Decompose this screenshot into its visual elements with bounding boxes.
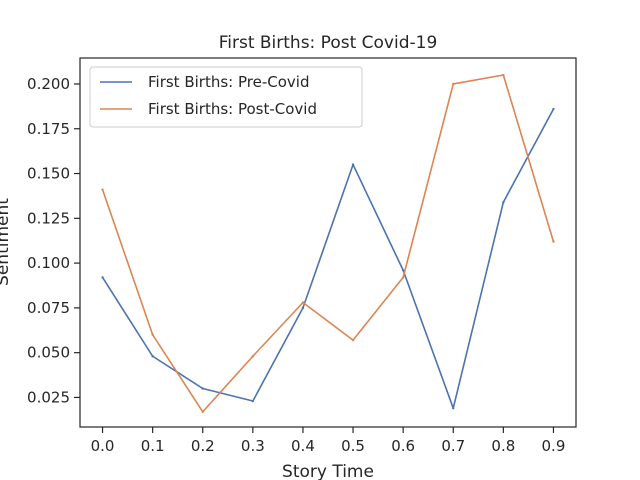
x-tick-label: 0.9 bbox=[542, 437, 566, 455]
x-tick-label: 0.7 bbox=[441, 437, 465, 455]
series-2-point bbox=[351, 338, 355, 342]
x-tick-label: 0.3 bbox=[241, 437, 265, 455]
x-tick-label: 0.2 bbox=[191, 437, 215, 455]
series-1-point bbox=[301, 306, 305, 310]
y-tick-label: 0.150 bbox=[27, 165, 70, 183]
x-tick-label: 0.8 bbox=[491, 437, 515, 455]
series-2-point bbox=[301, 301, 305, 304]
series-1-point bbox=[101, 276, 104, 279]
y-axis: 0.025 0.050 0.075 0.100 0.125 0.150 0.175 0.200 bbox=[27, 75, 80, 406]
series-1-point bbox=[201, 387, 204, 390]
legend-box bbox=[89, 66, 363, 128]
series-2-point bbox=[502, 73, 505, 77]
series-layer bbox=[101, 73, 555, 413]
y-tick-label: 0.050 bbox=[27, 344, 70, 362]
y-tick-label: 0.025 bbox=[27, 388, 70, 406]
legend: First Births: Pre-Covid First Births: Pos… bbox=[89, 66, 363, 128]
y-tick-label: 0.100 bbox=[27, 254, 70, 272]
series-line-2 bbox=[101, 74, 555, 413]
series-2-point bbox=[452, 82, 455, 86]
y-tick-label: 0.175 bbox=[27, 120, 70, 138]
y-tick-label: 0.200 bbox=[27, 75, 70, 93]
x-axis: 0.0 0.1 0.2 0.3 0.4 0.5 0.6 0.7 0.8 0.9 bbox=[91, 427, 566, 455]
x-tick-label: 0.4 bbox=[291, 437, 315, 455]
series-2-point bbox=[552, 240, 555, 243]
y-tick-label: 0.075 bbox=[27, 299, 70, 317]
series-1-point bbox=[351, 163, 355, 166]
legend-label-1: First Births: Pre-Covid bbox=[148, 73, 309, 91]
y-axis-label: Sentiment bbox=[0, 198, 13, 286]
series-2-point bbox=[151, 333, 154, 336]
series-1-point bbox=[452, 406, 455, 410]
x-tick-label: 0.5 bbox=[341, 437, 365, 455]
x-tick-label: 0.1 bbox=[141, 437, 165, 455]
series-1-point bbox=[401, 269, 405, 272]
legend-label-2: First Births: Post-Covid bbox=[148, 100, 317, 118]
x-tick-label: 0.0 bbox=[91, 437, 115, 455]
chart-title: First Births: Post Covid-19 bbox=[219, 33, 438, 53]
series-2-point bbox=[401, 276, 405, 279]
series-2-point bbox=[201, 410, 204, 413]
series-1-point bbox=[251, 399, 255, 403]
axes-frame bbox=[79, 57, 577, 428]
series-2-point bbox=[101, 188, 104, 191]
x-axis-label: Story Time bbox=[282, 462, 374, 480]
series-2-point bbox=[251, 355, 255, 358]
series-1-point bbox=[151, 355, 154, 358]
y-tick-label: 0.125 bbox=[27, 209, 70, 227]
series-1-point bbox=[502, 200, 505, 204]
x-tick-label: 0.6 bbox=[391, 437, 415, 455]
series-line-1 bbox=[101, 107, 555, 409]
series-1-point bbox=[552, 107, 555, 111]
